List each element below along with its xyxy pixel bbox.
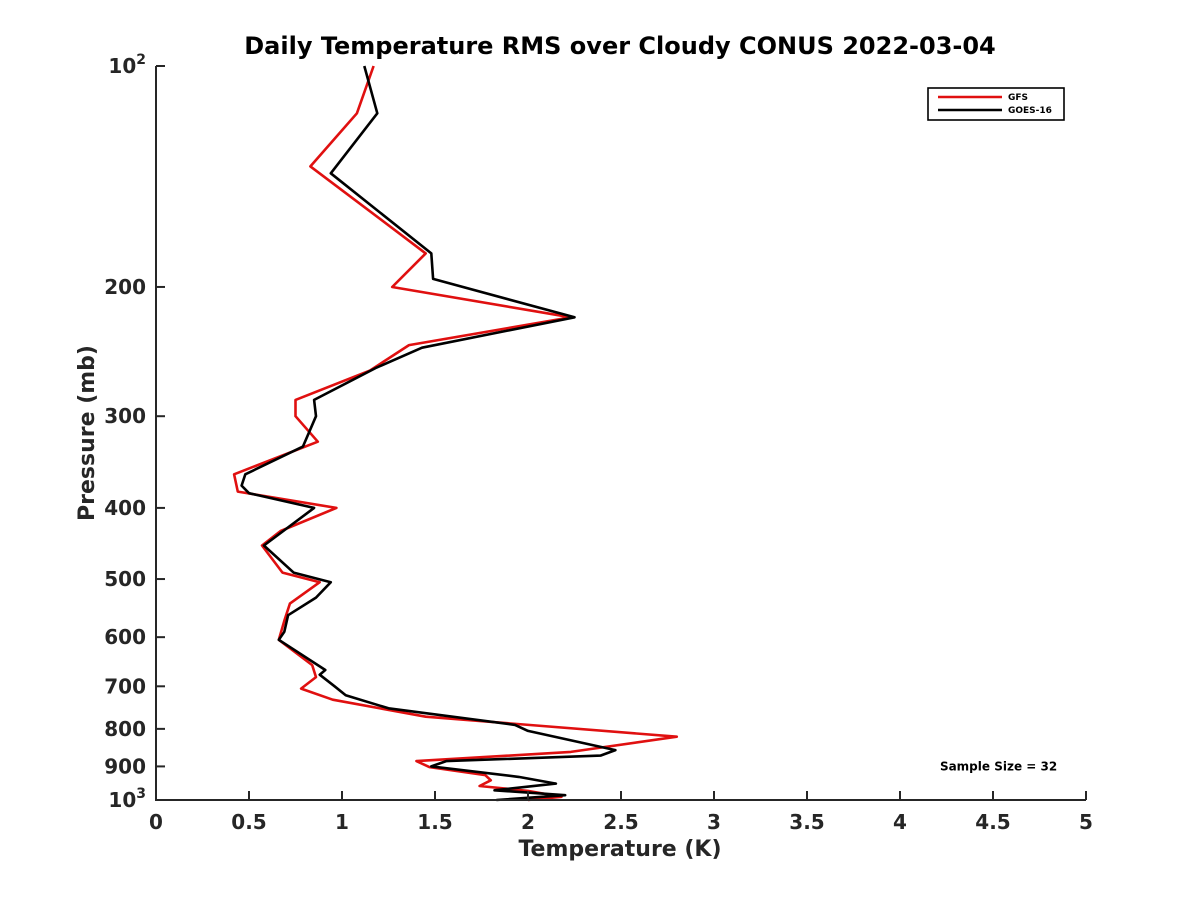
x-tick-label: 0 (149, 810, 163, 834)
y-tick-label: 200 (104, 275, 146, 299)
y-tick-label: 300 (104, 404, 146, 428)
legend-box (927, 87, 1065, 121)
series-line-goes-16 (240, 65, 617, 802)
y-tick-label: 900 (104, 754, 146, 778)
x-tick-label: 0.5 (231, 810, 266, 834)
x-tick-label: 2.5 (603, 810, 638, 834)
x-tick-label: 1.5 (417, 810, 452, 834)
legend: GFS GOES-16 (927, 87, 1065, 121)
x-axis-label: Temperature (K) (518, 837, 721, 862)
y-tick-label: 500 (104, 567, 146, 591)
sample-size-annotation: Sample Size = 32 (940, 759, 1057, 773)
y-tick-label: 700 (104, 674, 146, 698)
x-tick-label: 3 (707, 810, 721, 834)
legend-label: GOES-16 (1008, 106, 1052, 116)
plot-area (232, 65, 679, 802)
y-axis-label: Pressure (mb) (75, 345, 100, 521)
legend-label: GFS (1008, 93, 1028, 103)
x-tick-label: 4.5 (975, 810, 1010, 834)
series-line-gfs (232, 65, 679, 802)
y-tick-label: 103 (108, 786, 146, 812)
x-tick-label: 3.5 (789, 810, 824, 834)
y-tick-label: 400 (104, 496, 146, 520)
x-tick-label: 2 (521, 810, 535, 834)
x-axis: 0 0.5 1 1.5 2 2.5 3 3.5 4 4.5 5 (149, 791, 1093, 834)
chart-title: Daily Temperature RMS over Cloudy CONUS … (244, 32, 996, 60)
y-axis: 102 200 300 400 500 600 700 800 900 103 (104, 52, 165, 812)
y-tick-label: 800 (104, 717, 146, 741)
y-tick-label: 102 (108, 52, 146, 78)
y-tick-label: 600 (104, 625, 146, 649)
x-tick-label: 5 (1079, 810, 1093, 834)
x-tick-label: 4 (893, 810, 907, 834)
annotations: Sample Size = 32 (940, 759, 1057, 773)
x-tick-label: 1 (335, 810, 349, 834)
